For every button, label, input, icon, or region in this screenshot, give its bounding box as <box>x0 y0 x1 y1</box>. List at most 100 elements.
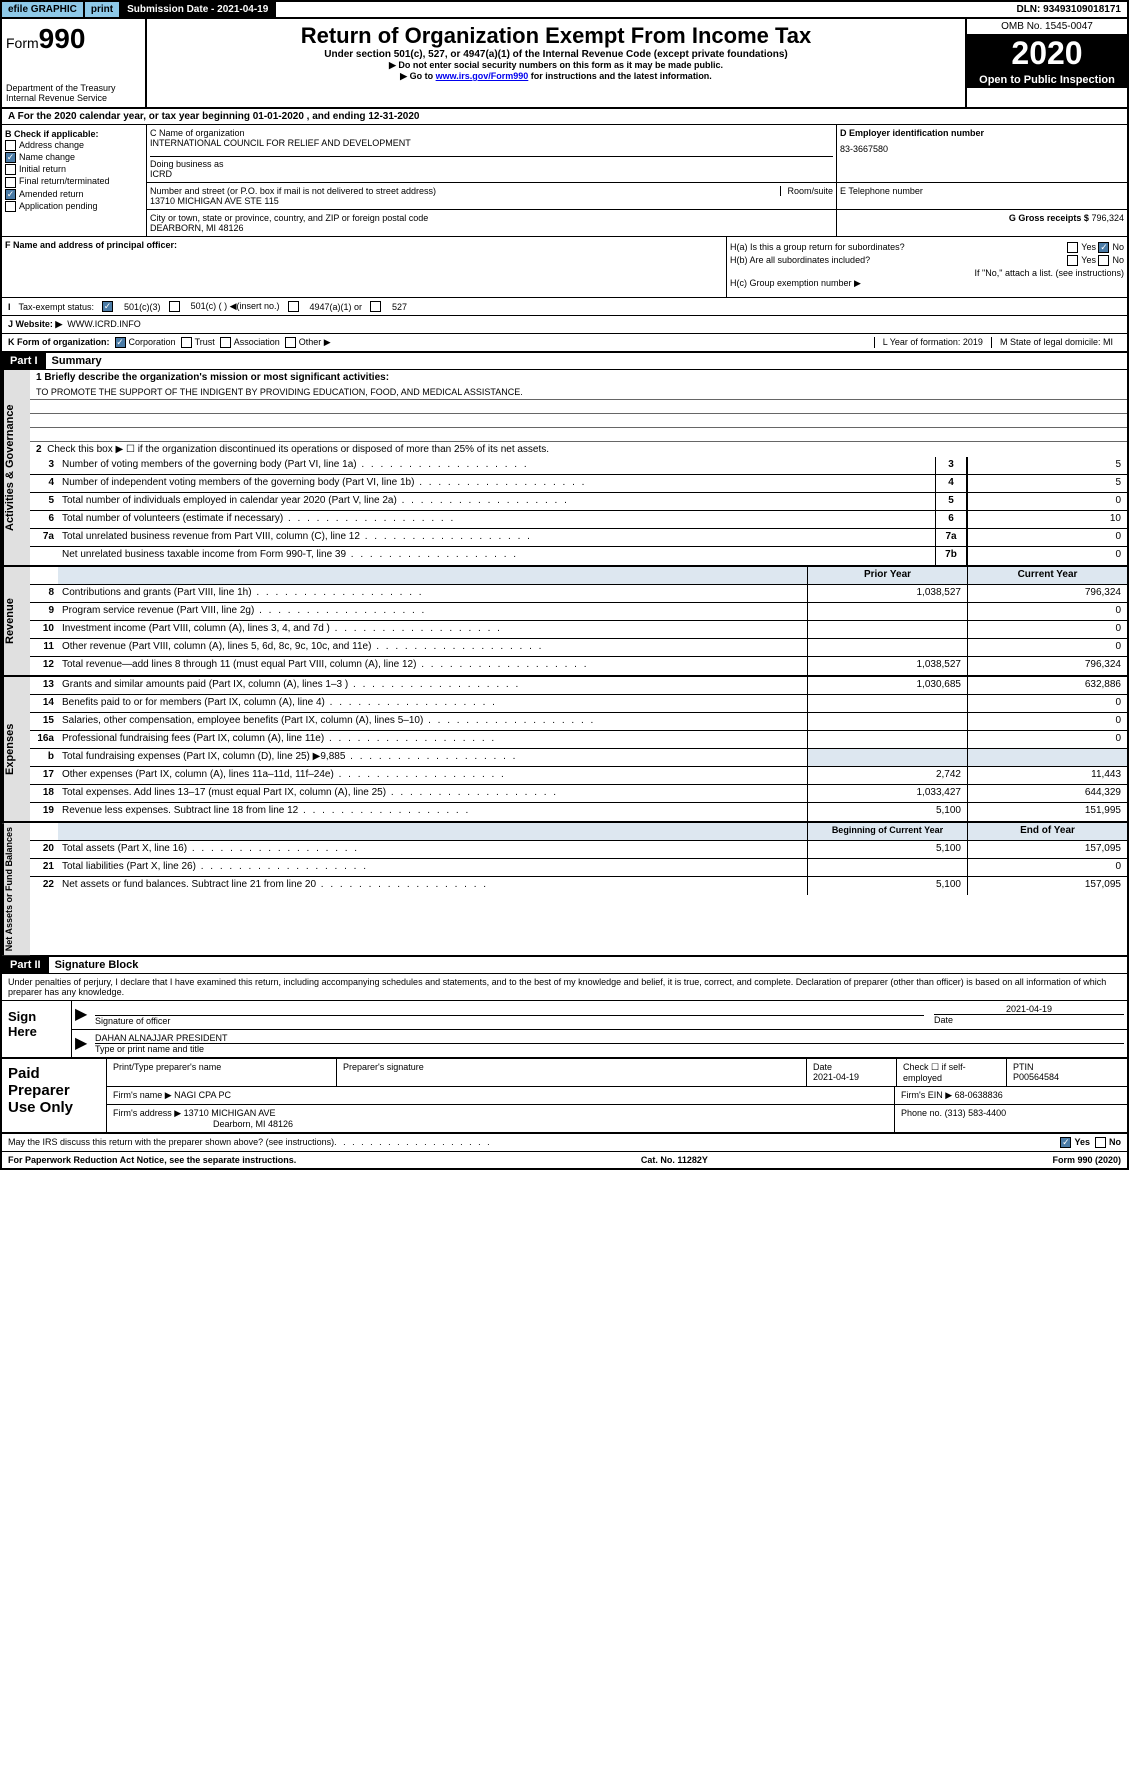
ein-field: D Employer identification number 83-3667… <box>837 125 1127 182</box>
line-desc: Total number of individuals employed in … <box>58 493 935 510</box>
discuss-no-checkbox[interactable] <box>1095 1137 1106 1148</box>
line-num: 10 <box>30 621 58 638</box>
form-subtitle: Under section 501(c), 527, or 4947(a)(1)… <box>151 49 961 60</box>
firm-phone-field: Phone no. (313) 583-4400 <box>895 1105 1127 1132</box>
irs-link[interactable]: www.irs.gov/Form990 <box>436 71 529 81</box>
prior-val <box>807 713 967 730</box>
end-year-header: End of Year <box>967 823 1127 840</box>
firm-ein-field: Firm's EIN ▶ 68-0638836 <box>895 1087 1127 1104</box>
other-checkbox[interactable] <box>285 337 296 348</box>
curr-val: 157,095 <box>967 877 1127 895</box>
current-year-header: Current Year <box>967 567 1127 584</box>
dln-label: DLN: 93493109018171 <box>1010 2 1127 17</box>
submission-date: Submission Date - 2021-04-19 <box>121 2 276 17</box>
line-num: 19 <box>30 803 58 821</box>
line-val: 0 <box>967 547 1127 565</box>
line-num: 20 <box>30 841 58 858</box>
line-val: 0 <box>967 529 1127 546</box>
form-title: Return of Organization Exempt From Incom… <box>151 23 961 49</box>
curr-val: 644,329 <box>967 785 1127 802</box>
application-pending-checkbox[interactable] <box>5 201 16 212</box>
side-expenses: Expenses <box>2 677 30 821</box>
prior-val <box>807 859 967 876</box>
line-desc: Total unrelated business revenue from Pa… <box>58 529 935 546</box>
trust-checkbox[interactable] <box>181 337 192 348</box>
form-number: Form990 <box>6 23 141 55</box>
final-return-checkbox[interactable] <box>5 177 16 188</box>
line-box: 5 <box>935 493 967 510</box>
name-change-checkbox[interactable] <box>5 152 16 163</box>
line-num: 7a <box>30 529 58 546</box>
line-num: 11 <box>30 639 58 656</box>
ha-yes-checkbox[interactable] <box>1067 242 1078 253</box>
sig-date-label: Date <box>934 1015 1124 1025</box>
line-desc: Benefits paid to or for members (Part IX… <box>58 695 807 712</box>
side-revenue: Revenue <box>2 567 30 675</box>
line-desc: Investment income (Part VIII, column (A)… <box>58 621 807 638</box>
blank-num2 <box>30 823 58 840</box>
perjury-text: Under penalties of perjury, I declare th… <box>2 974 1127 1001</box>
curr-val: 0 <box>967 713 1127 730</box>
initial-return-checkbox[interactable] <box>5 164 16 175</box>
line-box: 7a <box>935 529 967 546</box>
gross-receipts: G Gross receipts $ 796,324 <box>837 210 1127 236</box>
officer-name-value: DAHAN ALNAJJAR PRESIDENT <box>95 1033 1124 1044</box>
officer-name-label: Type or print name and title <box>95 1044 1124 1054</box>
amended-return-checkbox[interactable] <box>5 189 16 200</box>
line-num: 15 <box>30 713 58 730</box>
assoc-checkbox[interactable] <box>220 337 231 348</box>
line-val: 10 <box>967 511 1127 528</box>
line-num: 17 <box>30 767 58 784</box>
line-num: 5 <box>30 493 58 510</box>
mission-text: TO PROMOTE THE SUPPORT OF THE INDIGENT B… <box>30 385 1127 400</box>
line-num: 4 <box>30 475 58 492</box>
org-name-field: C Name of organization INTERNATIONAL COU… <box>147 125 837 182</box>
sign-here-label: Sign Here <box>2 1001 72 1057</box>
curr-val: 796,324 <box>967 657 1127 675</box>
line-desc: Number of independent voting members of … <box>58 475 935 492</box>
sig-officer-label: Signature of officer <box>95 1016 924 1026</box>
row-a-period: A For the 2020 calendar year, or tax yea… <box>2 109 1127 125</box>
prior-val: 1,030,685 <box>807 677 967 694</box>
address-field: Number and street (or P.O. box if mail i… <box>147 183 837 209</box>
blank-num <box>30 567 58 584</box>
open-public-label: Open to Public Inspection <box>967 72 1127 88</box>
mission-blank-2 <box>30 414 1127 428</box>
line-desc: Salaries, other compensation, employee b… <box>58 713 807 730</box>
line-desc: Other revenue (Part VIII, column (A), li… <box>58 639 807 656</box>
curr-val: 157,095 <box>967 841 1127 858</box>
discuss-yes-checkbox[interactable] <box>1060 1137 1071 1148</box>
footer-pra: For Paperwork Reduction Act Notice, see … <box>8 1155 296 1165</box>
line-num: 18 <box>30 785 58 802</box>
efile-graphic-button[interactable]: efile GRAPHIC <box>2 2 85 17</box>
self-employed-check[interactable]: Check ☐ if self-employed <box>897 1059 1007 1086</box>
discuss-row: May the IRS discuss this return with the… <box>2 1134 1127 1152</box>
curr-val: 0 <box>967 859 1127 876</box>
4947-checkbox[interactable] <box>288 301 299 312</box>
address-change-checkbox[interactable] <box>5 140 16 151</box>
line-val: 0 <box>967 493 1127 510</box>
line-num: 9 <box>30 603 58 620</box>
paid-preparer-label: Paid Preparer Use Only <box>2 1059 107 1132</box>
firm-address-field: Firm's address ▶ 13710 MICHIGAN AVEDearb… <box>107 1105 895 1132</box>
part-2-header: Part II <box>2 957 49 973</box>
line-num <box>30 547 58 565</box>
officer-signature-field[interactable] <box>95 1004 924 1016</box>
firm-name-field: Firm's name ▶ NAGI CPA PC <box>107 1087 895 1104</box>
print-button[interactable]: print <box>85 2 121 17</box>
527-checkbox[interactable] <box>370 301 381 312</box>
group-return-section: H(a) Is this a group return for subordin… <box>727 237 1127 297</box>
curr-val: 0 <box>967 695 1127 712</box>
hb-yes-checkbox[interactable] <box>1067 255 1078 266</box>
501c3-checkbox[interactable] <box>102 301 113 312</box>
prior-val: 2,742 <box>807 767 967 784</box>
corp-checkbox[interactable] <box>115 337 126 348</box>
line-box: 7b <box>935 547 967 565</box>
hb-no-checkbox[interactable] <box>1098 255 1109 266</box>
ha-no-checkbox[interactable] <box>1098 242 1109 253</box>
part-2-title: Signature Block <box>49 957 1127 973</box>
line-desc: Total number of volunteers (estimate if … <box>58 511 935 528</box>
501c-checkbox[interactable] <box>169 301 180 312</box>
prior-val: 1,038,527 <box>807 657 967 675</box>
mission-question: 1 Briefly describe the organization's mi… <box>30 370 1127 385</box>
